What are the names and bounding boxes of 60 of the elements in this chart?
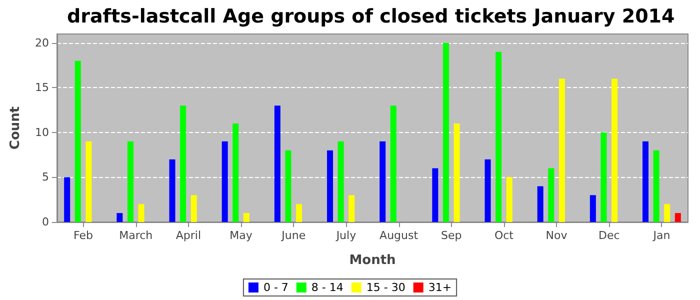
x-tick-label: Feb	[74, 229, 94, 242]
bar	[537, 186, 544, 222]
legend-label: 31+	[428, 281, 452, 294]
y-tick-label: 0	[42, 216, 49, 228]
bar	[380, 141, 386, 222]
x-tick-label: Oct	[494, 229, 514, 242]
bar	[590, 195, 596, 222]
x-tick-label: August	[380, 229, 419, 242]
bar	[496, 52, 502, 222]
bar	[190, 195, 197, 222]
bar	[64, 177, 70, 222]
chart-title: drafts-lastcall Age groups of closed tickets January 2014	[67, 6, 675, 28]
bar	[506, 177, 512, 222]
x-tick-label: Sep	[441, 229, 462, 242]
bar	[180, 106, 186, 222]
x-tick-label: March	[119, 229, 153, 242]
bar	[612, 78, 618, 222]
y-tick-label: 20	[35, 36, 49, 50]
bar	[454, 124, 460, 222]
bar	[432, 168, 438, 222]
x-tick-label: April	[176, 229, 202, 242]
bar	[600, 132, 607, 222]
bar	[86, 141, 92, 222]
bar	[74, 60, 81, 222]
bar	[222, 141, 228, 222]
bar	[285, 150, 292, 222]
bar	[138, 204, 144, 222]
bar	[327, 150, 334, 222]
bar	[243, 213, 250, 222]
bar	[642, 141, 649, 222]
bar	[484, 159, 491, 222]
bar	[558, 78, 565, 222]
x-tick-label: June	[280, 229, 306, 242]
bar	[338, 141, 344, 222]
bar	[653, 150, 660, 222]
x-tick-label: May	[230, 229, 253, 242]
y-tick-label: 15	[35, 81, 49, 94]
legend-label: 0 - 7	[263, 281, 288, 294]
x-tick-label: July	[335, 229, 357, 242]
bar	[232, 124, 239, 222]
bar	[274, 106, 280, 222]
x-tick-label: Nov	[546, 229, 568, 242]
y-axis-title: Count	[8, 106, 23, 150]
legend-label: 8 - 14	[311, 281, 344, 294]
bar	[674, 213, 681, 222]
bar	[390, 106, 396, 222]
bar	[169, 159, 176, 222]
legend-label: 15 - 30	[366, 281, 406, 294]
bar	[548, 168, 554, 222]
x-tick-label: Dec	[598, 229, 620, 242]
y-tick-label: 10	[35, 126, 49, 139]
bar	[348, 195, 355, 222]
bar	[127, 141, 134, 222]
bar	[296, 204, 302, 222]
bar	[442, 42, 449, 222]
bar	[116, 213, 123, 222]
x-tick-label: Jan	[652, 229, 670, 242]
y-tick-label: 5	[42, 170, 49, 184]
x-axis-title: Month	[349, 253, 396, 268]
bar	[664, 204, 670, 222]
